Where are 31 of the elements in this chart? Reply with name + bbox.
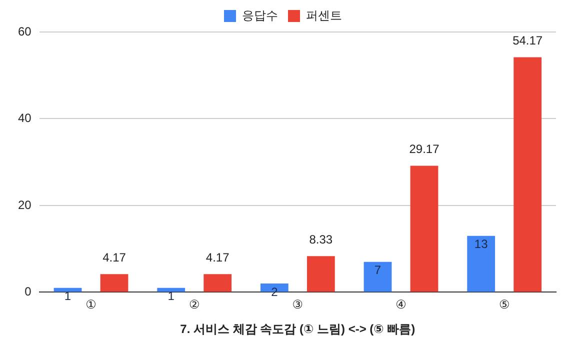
- data-label: 29.17: [409, 142, 440, 156]
- data-label: 8.33: [309, 232, 333, 246]
- x-tick-label: ④: [396, 298, 406, 312]
- x-tick-label: ①: [86, 298, 96, 312]
- bar: [364, 262, 392, 292]
- data-label: 1: [168, 289, 175, 304]
- x-tick-label: ③: [292, 298, 304, 312]
- bar: [204, 274, 232, 292]
- x-axis-title: 7. 서비스 체감 속도감 (① 느림) <-> (⑤ 빠름): [180, 322, 416, 336]
- data-label: 4.17: [206, 250, 230, 264]
- bar: [100, 274, 128, 292]
- data-label: 7: [374, 263, 382, 278]
- x-tick-label: ②: [188, 298, 200, 312]
- data-label: 54.17: [512, 34, 543, 48]
- bar: [410, 166, 438, 292]
- x-tick-label: ⑤: [498, 298, 510, 312]
- data-label: 4.17: [102, 250, 126, 264]
- legend-label: 응답수: [242, 8, 278, 22]
- y-tick-label: 20: [18, 198, 32, 212]
- data-label: 2: [271, 284, 278, 299]
- y-tick-label: 40: [18, 111, 32, 126]
- bar: [157, 288, 186, 292]
- bar: [54, 288, 82, 292]
- bar: [514, 57, 542, 292]
- bar: [467, 236, 496, 292]
- bar: [306, 256, 335, 292]
- y-tick-label: 60: [18, 24, 32, 38]
- data-label: 13: [474, 237, 488, 252]
- data-label: 1: [64, 289, 72, 304]
- legend-label: 퍼센트: [306, 8, 342, 22]
- y-tick-label: 0: [24, 284, 32, 299]
